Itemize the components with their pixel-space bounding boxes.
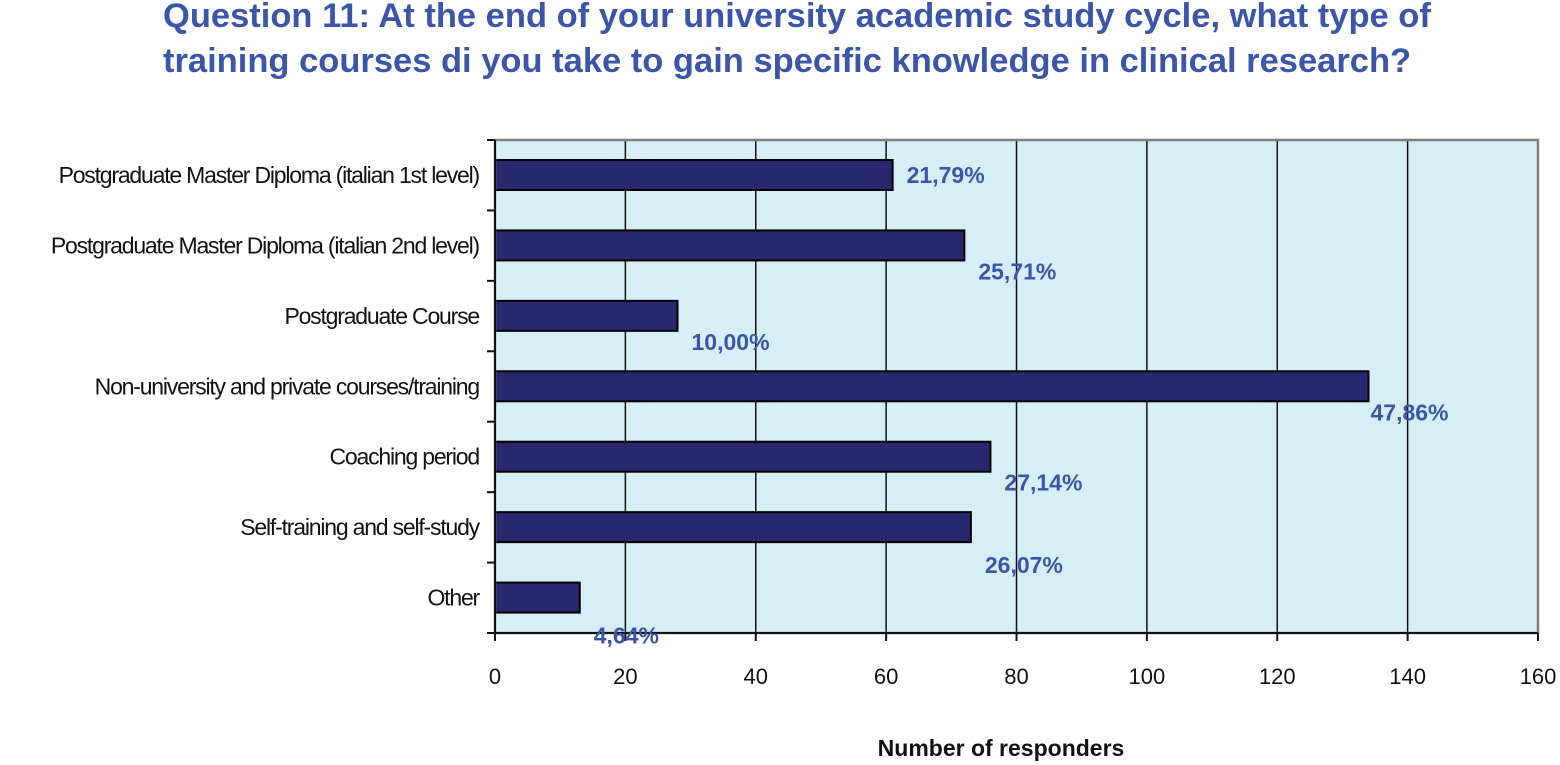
- x-tick-label: 120: [1259, 664, 1296, 689]
- bar: [494, 370, 1370, 403]
- bars: [494, 159, 1370, 614]
- category-label: Postgraduate Master Diploma (italian 2nd…: [51, 232, 480, 258]
- data-label: 10,00%: [692, 329, 770, 355]
- x-tick-label: 140: [1389, 664, 1426, 689]
- x-tick-label: 100: [1129, 664, 1166, 689]
- data-labels: 21,79% 25,71% 10,00% 47,86% 27,14% 26,07% 4,64…: [594, 162, 1449, 649]
- x-tick-label: 160: [1520, 664, 1557, 689]
- category-labels: Postgraduate Master Diploma (italian 1st…: [51, 162, 482, 611]
- category-label: Postgraduate Master Diploma (italian 1st…: [59, 162, 480, 188]
- bar: [494, 299, 679, 332]
- bar: [494, 159, 894, 191]
- x-tick-labels: 0 20 40 60 80 100 120 140 160: [489, 664, 1556, 689]
- bar: [494, 511, 972, 544]
- x-tick-label: 80: [1004, 664, 1028, 689]
- x-tick-label: 40: [744, 664, 768, 689]
- x-tick-label: 60: [874, 664, 898, 689]
- bar: [494, 581, 581, 614]
- data-label: 27,14%: [1004, 470, 1082, 496]
- data-label: 21,79%: [907, 162, 985, 188]
- category-label: Postgraduate Course: [284, 303, 479, 329]
- x-tick-label: 20: [613, 664, 637, 689]
- data-label: 4,64%: [594, 623, 659, 649]
- category-label: Coaching period: [329, 444, 479, 470]
- data-label: 47,86%: [1371, 399, 1449, 425]
- bar: [494, 229, 966, 262]
- chart-title: Question 11: At the end of your universi…: [163, 0, 1431, 80]
- data-label: 25,71%: [978, 258, 1056, 284]
- data-label: 26,07%: [985, 552, 1063, 578]
- x-tick-label: 0: [489, 664, 501, 689]
- bar: [494, 440, 992, 473]
- category-label: Non-university and private courses/train…: [95, 373, 480, 399]
- axes: [487, 139, 1539, 641]
- category-label: Self-training and self-study: [240, 514, 480, 540]
- x-axis-title: Number of responders: [878, 735, 1125, 761]
- category-label: Other: [427, 585, 480, 611]
